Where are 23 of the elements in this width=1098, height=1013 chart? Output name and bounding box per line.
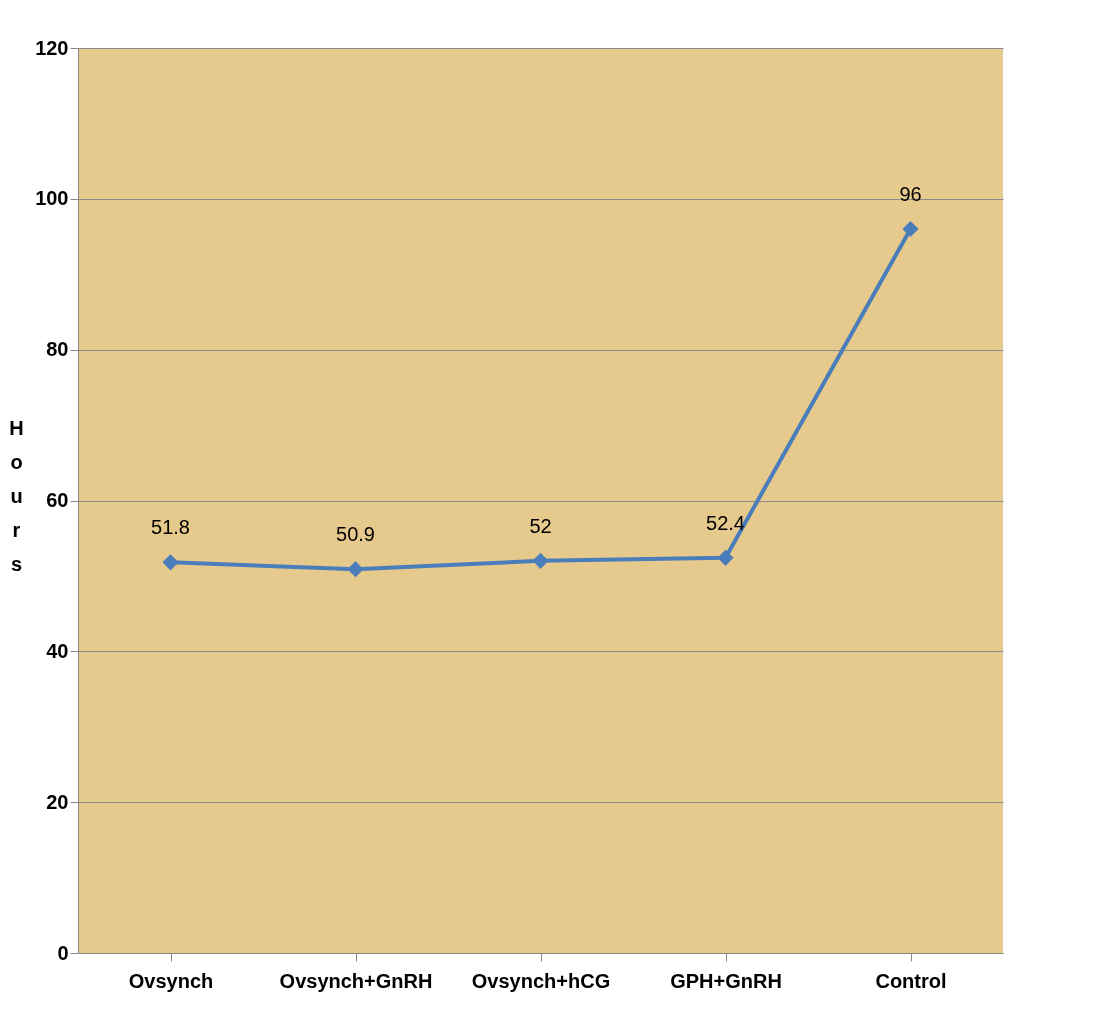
- data-label: 51.8: [151, 516, 190, 539]
- x-tick-label: GPH+GnRH: [670, 969, 782, 992]
- y-tick-label: 100: [35, 187, 69, 210]
- point: [162, 554, 179, 571]
- y-axis-title: Hours: [9, 416, 24, 575]
- point: [347, 561, 364, 578]
- y-tick-label: 120: [35, 36, 69, 59]
- x-tick-label: Ovsynch: [128, 969, 214, 992]
- y-tick-label: 40: [46, 639, 69, 662]
- y-tick-label: 0: [57, 941, 69, 964]
- data-label: 96: [899, 183, 922, 205]
- data-label: 52: [529, 514, 552, 537]
- y-tick-label: 20: [46, 790, 69, 813]
- point: [902, 220, 919, 238]
- x-tick-label: Control: [875, 969, 947, 992]
- y-tick-label: 80: [46, 338, 69, 361]
- y-tick-label: 60: [46, 489, 69, 511]
- data-label: 52.4: [706, 511, 745, 534]
- point: [532, 552, 549, 569]
- x-tick-label: Ovsynch+GnRH: [279, 969, 433, 992]
- point: [717, 549, 734, 566]
- x-tick-label: Ovsynch+hCG: [471, 969, 611, 992]
- data-label: 50.9: [336, 523, 375, 546]
